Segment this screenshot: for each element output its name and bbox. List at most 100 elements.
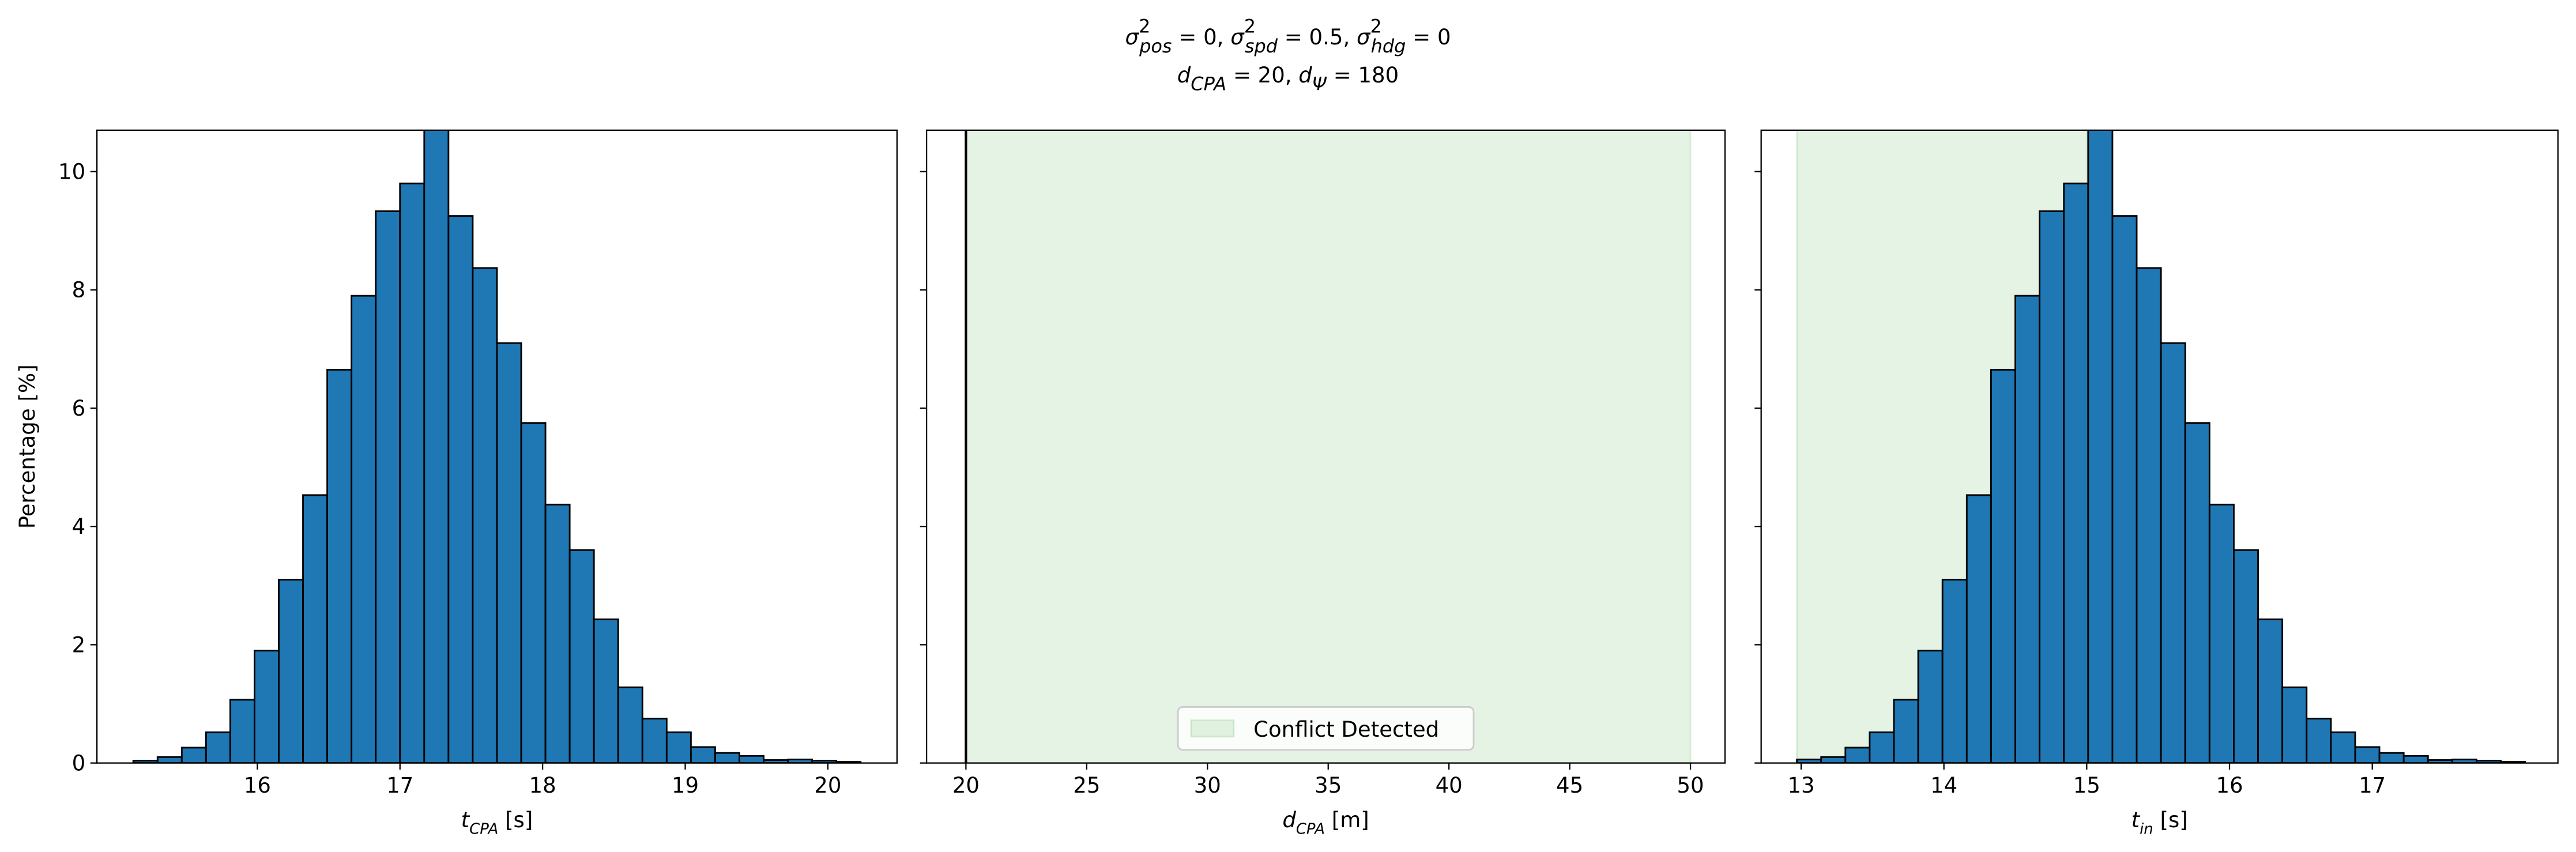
bar (2402, 755, 2429, 763)
subscript: hdg (1371, 35, 1406, 57)
bar (520, 422, 547, 763)
x-axis-label: dCPA​ [m] (1282, 808, 1369, 838)
axes-frame (96, 129, 898, 764)
x-tick-label: 17 (2359, 773, 2386, 798)
subplot: 20 25 30 35 40 45 50 dCPA​ [m] Conflict Detected (920, 129, 1726, 838)
bar (2354, 746, 2381, 763)
legend-swatch (1190, 719, 1235, 738)
bar (568, 549, 595, 763)
y-tick-label: 6 (72, 396, 86, 421)
legend-box (1177, 706, 1475, 751)
bar (2378, 752, 2405, 763)
text-part: [m] (1325, 808, 1369, 832)
x-tick-label: 30 (1194, 773, 1221, 798)
bar (2160, 342, 2186, 763)
x-tick-label: 45 (1556, 773, 1583, 798)
subplot: 16 17 18 19 20 0 2 4 6 8 10 tCPA​ [s] Percentage [%] (15, 129, 898, 838)
symbol: t (2131, 808, 2141, 832)
subscript: pos (1139, 35, 1172, 57)
bar (326, 368, 353, 763)
symbol: σ (1125, 25, 1139, 50)
bar (2257, 618, 2284, 763)
x-tick-label: 19 (672, 773, 699, 798)
axes-frame (925, 129, 1726, 764)
bar (2014, 295, 2041, 763)
x-tick-label: 35 (1315, 773, 1342, 798)
superscript: 2 (1370, 16, 1381, 37)
axes-frame (1760, 129, 2559, 764)
bar (2039, 210, 2065, 763)
bar (496, 342, 522, 763)
y-tick-label: 10 (58, 159, 85, 184)
bar (690, 746, 716, 763)
bar (278, 579, 304, 763)
bar (375, 210, 401, 763)
plot-area (1796, 130, 2526, 763)
superscript: 2 (1139, 16, 1150, 37)
bar (739, 755, 764, 763)
bar (302, 494, 329, 763)
plot-area (132, 130, 862, 763)
legend-label: Conflict Detected (1253, 717, 1439, 742)
bar (229, 699, 255, 763)
bar (593, 618, 619, 763)
bar (1869, 731, 1895, 763)
bar (1965, 494, 1992, 763)
subscript: CPA (1191, 73, 1226, 95)
bar (2281, 686, 2308, 763)
bar (351, 295, 377, 763)
text-part: [s] (498, 808, 533, 832)
plot-area (965, 130, 1692, 763)
bar (472, 267, 498, 763)
bar (617, 686, 643, 763)
symbol: t (461, 808, 470, 832)
subscript: in (2140, 820, 2153, 838)
superscript: 2 (1244, 16, 1256, 37)
bar (156, 756, 183, 763)
text-part: = 20, (1226, 63, 1298, 88)
bar (205, 731, 231, 763)
bar (447, 215, 474, 763)
subscript: CPA (1296, 820, 1325, 838)
bar (2063, 182, 2089, 763)
bar (2136, 267, 2162, 763)
x-tick-label: 20 (952, 773, 980, 798)
bar (1941, 579, 1968, 763)
bar (544, 503, 571, 763)
text-part: = 0, (1172, 25, 1231, 50)
symbol: σ (1357, 25, 1371, 50)
bar (254, 650, 280, 763)
subplot: 13 14 15 16 17 tin​ [s] (1754, 129, 2559, 838)
y-tick-label: 0 (72, 751, 86, 775)
bar (2184, 422, 2210, 763)
x-tick-label: 16 (2216, 773, 2243, 798)
symbol: d (1298, 63, 1312, 88)
subscript: Ψ (1312, 73, 1327, 95)
y-tick-label: 4 (72, 514, 86, 539)
bar (1844, 747, 1871, 763)
x-axis-label: tin​ [s] (2131, 808, 2188, 838)
text-part: = 0 (1406, 25, 1451, 50)
x-axis-label: tCPA​ [s] (461, 808, 533, 838)
symbol: σ (1230, 25, 1245, 50)
title-line: dCPA​ = 20, dΨ​ = 180 (1177, 63, 1399, 95)
y-axis-label: Percentage [%] (15, 364, 40, 529)
text-part: = 0.5, (1278, 25, 1357, 50)
bar (1820, 756, 1847, 763)
bar (665, 731, 692, 763)
bar (399, 182, 425, 763)
bar (1990, 368, 2016, 763)
x-tick-label: 20 (814, 773, 841, 798)
subscript: CPA (469, 820, 498, 838)
subscript: spd (1245, 35, 1278, 57)
text-part: = 180 (1327, 63, 1399, 88)
y-tick-label: 2 (72, 632, 86, 657)
bar (2233, 549, 2259, 763)
bar (2330, 731, 2356, 763)
symbol: d (1282, 808, 1296, 832)
text-part: [s] (2153, 808, 2188, 832)
x-tick-label: 13 (1787, 773, 1814, 798)
